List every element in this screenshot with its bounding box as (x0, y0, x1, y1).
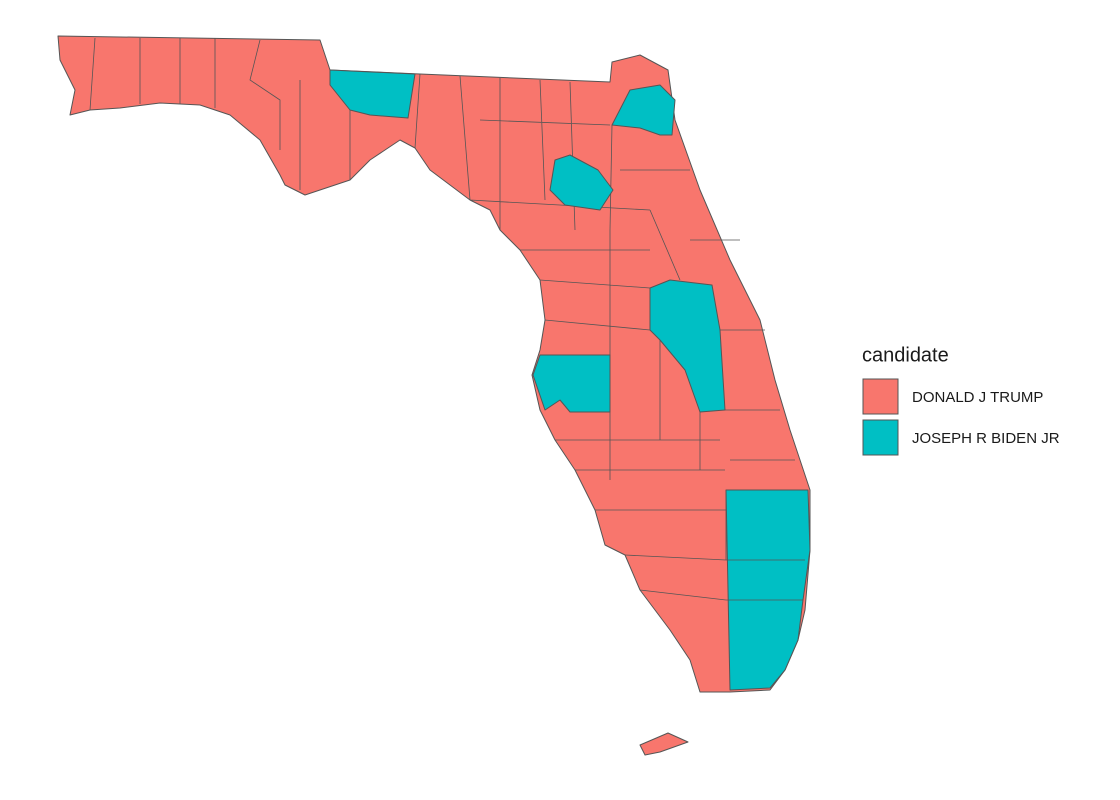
legend-label: DONALD J TRUMP (912, 389, 1043, 406)
alachua (549, 154, 614, 211)
orange-seminole-osceola (649, 279, 726, 413)
legend: candidate DONALD J TRUMP JOSEPH R BIDEN … (862, 344, 1060, 456)
leon-gadsden (329, 69, 416, 119)
florida-map (57, 35, 811, 756)
southeast-counties (725, 489, 811, 691)
pinellas-hillsborough (532, 354, 611, 413)
legend-swatch (862, 419, 899, 456)
biden-counties (329, 69, 811, 691)
legend-swatch (862, 378, 899, 415)
keys (639, 732, 689, 756)
duval (611, 84, 676, 136)
legend-label: JOSEPH R BIDEN JR (912, 430, 1060, 447)
legend-title: candidate (862, 344, 949, 366)
